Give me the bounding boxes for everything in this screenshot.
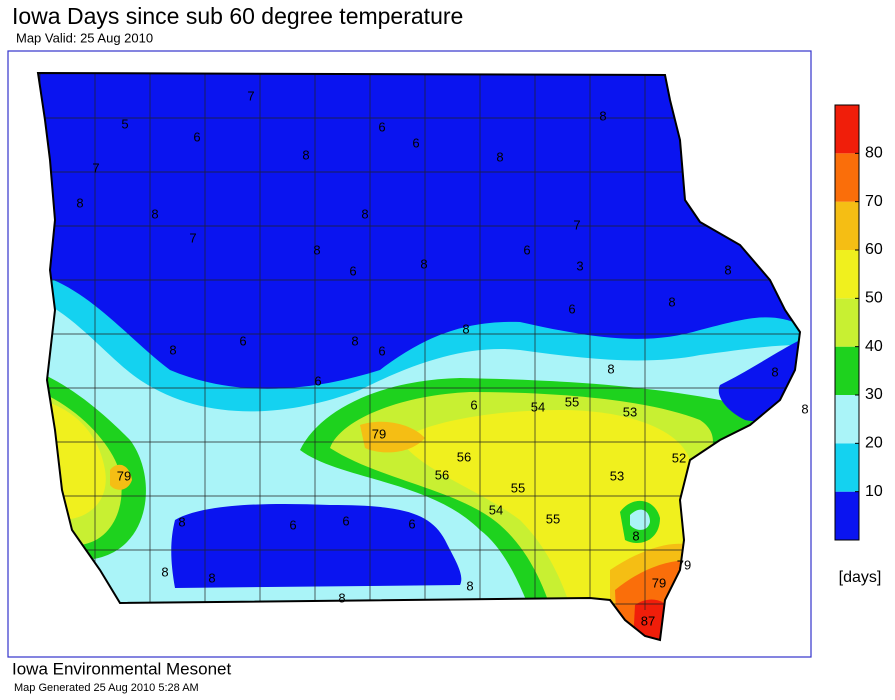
footer-subtitle: Map Generated 25 Aug 2010 5:28 AM — [14, 682, 199, 694]
legend-tick-label: 10 — [865, 483, 883, 500]
legend-tick-label: 20 — [865, 435, 883, 452]
station-value: 8 — [420, 256, 427, 271]
station-value: 8 — [632, 528, 639, 543]
station-value: 8 — [169, 342, 176, 357]
color-legend: 10 20 30 40 50 60 70 80 — [834, 104, 883, 541]
station-value: 79 — [372, 426, 386, 441]
station-value: 6 — [408, 516, 415, 531]
station-value: 8 — [724, 262, 731, 277]
legend-unit: [days] — [839, 569, 882, 586]
station-value: 8 — [462, 321, 469, 336]
station-value: 6 — [349, 263, 356, 278]
subtitle: Map Valid: 25 Aug 2010 — [16, 30, 153, 45]
station-value: 6 — [314, 373, 321, 388]
station-value: 6 — [412, 135, 419, 150]
station-value: 53 — [610, 468, 624, 483]
legend-tick-label: 50 — [865, 290, 883, 307]
station-value: 8 — [178, 514, 185, 529]
station-value: 87 — [641, 613, 655, 628]
station-value: 6 — [239, 333, 246, 348]
title: Iowa Days since sub 60 degree temperatur… — [12, 3, 463, 29]
legend-swatch — [835, 346, 859, 395]
legend-tick-label: 40 — [865, 338, 883, 355]
legend-tick-label: 70 — [865, 193, 883, 210]
legend-tick-label: 30 — [865, 386, 883, 403]
station-value: 8 — [208, 570, 215, 585]
station-value: 56 — [457, 449, 471, 464]
station-value: 8 — [151, 206, 158, 221]
station-value: 6 — [523, 242, 530, 257]
station-value: 56 — [435, 467, 449, 482]
station-value: 7 — [189, 230, 196, 245]
station-value: 6 — [342, 513, 349, 528]
station-value: 8 — [351, 333, 358, 348]
station-value: 8 — [607, 361, 614, 376]
legend-swatch — [835, 395, 859, 444]
station-value: 8 — [496, 149, 503, 164]
legend-tick-label: 60 — [865, 241, 883, 258]
station-value: 54 — [489, 502, 503, 517]
station-value: 7 — [573, 217, 580, 232]
station-value: 79 — [652, 575, 666, 590]
station-value: 8 — [313, 242, 320, 257]
station-value: 6 — [378, 119, 385, 134]
legend-swatch — [835, 250, 859, 299]
contour-band — [360, 421, 425, 453]
station-value: 5 — [121, 116, 128, 131]
contour-band — [171, 503, 462, 588]
station-value: 55 — [565, 394, 579, 409]
station-value: 6 — [568, 301, 575, 316]
contour-band — [110, 464, 132, 490]
station-value: 79 — [677, 557, 691, 572]
legend-swatch — [835, 443, 859, 492]
station-value: 52 — [672, 450, 686, 465]
station-value: 8 — [361, 206, 368, 221]
station-value: 54 — [531, 399, 545, 414]
legend-border — [834, 104, 860, 541]
station-value: 7 — [92, 160, 99, 175]
station-value: 55 — [546, 511, 560, 526]
station-value: 8 — [161, 564, 168, 579]
legend-swatch — [835, 105, 859, 154]
contour-band — [630, 599, 670, 640]
station-value: 8 — [338, 590, 345, 605]
station-value: 3 — [576, 258, 583, 273]
station-value: 55 — [511, 480, 525, 495]
contour-band — [630, 509, 650, 530]
station-value: 8 — [76, 195, 83, 210]
footer-title: Iowa Environmental Mesonet — [12, 659, 232, 678]
station-value: 8 — [466, 578, 473, 593]
legend-tick-label: 80 — [865, 145, 883, 162]
station-value: 8 — [302, 147, 309, 162]
station-value: 8 — [599, 108, 606, 123]
station-value: 53 — [623, 404, 637, 419]
station-value: 6 — [470, 397, 477, 412]
legend-swatch — [835, 491, 859, 540]
station-value: 8 — [771, 364, 778, 379]
map-frame — [7, 50, 812, 658]
legend-swatch — [835, 153, 859, 202]
station-value: 7 — [247, 88, 254, 103]
station-value: 79 — [117, 468, 131, 483]
station-value: 8 — [668, 294, 675, 309]
station-value: 6 — [193, 129, 200, 144]
station-value: 6 — [378, 343, 385, 358]
legend-swatch — [835, 201, 859, 250]
station-value: 8 — [801, 401, 808, 416]
station-value: 6 — [289, 517, 296, 532]
legend-swatch — [835, 298, 859, 347]
